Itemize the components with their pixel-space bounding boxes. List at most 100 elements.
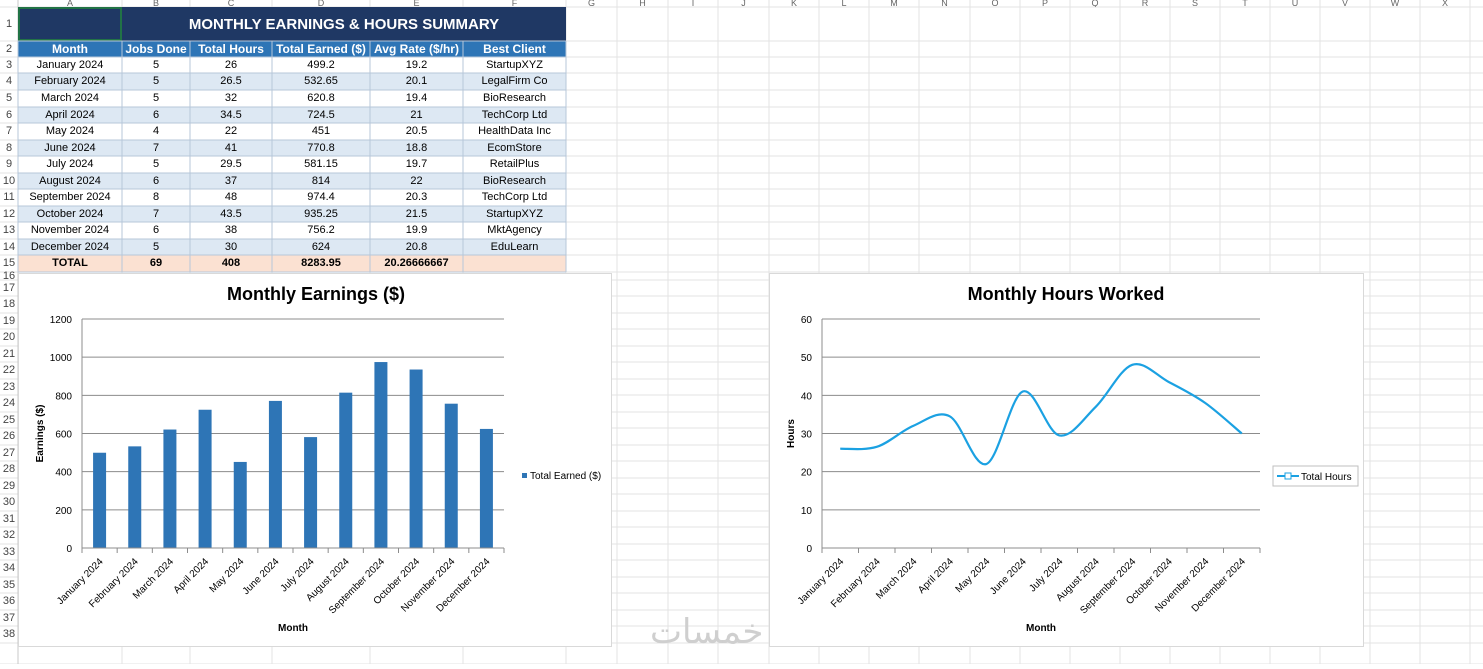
column-header-e[interactable]: E: [370, 0, 463, 7]
total-cell[interactable]: TOTAL: [18, 255, 122, 272]
selected-cell[interactable]: [18, 7, 122, 41]
table-cell[interactable]: 37: [190, 173, 272, 189]
table-cell[interactable]: 7: [122, 206, 190, 222]
table-cell[interactable]: TechCorp Ltd: [463, 107, 566, 123]
column-header-n[interactable]: N: [919, 0, 970, 7]
column-header-d[interactable]: D: [272, 0, 370, 7]
table-cell[interactable]: 8: [122, 189, 190, 206]
table-cell[interactable]: 935.25: [272, 206, 370, 222]
row-header-16[interactable]: 16: [0, 272, 18, 280]
row-header-4[interactable]: 4: [0, 73, 18, 90]
column-header-r[interactable]: R: [1120, 0, 1170, 7]
row-header-18[interactable]: 18: [0, 296, 18, 313]
table-cell[interactable]: 581.15: [272, 156, 370, 173]
table-cell[interactable]: 19.4: [370, 90, 463, 107]
table-cell[interactable]: LegalFirm Co: [463, 73, 566, 90]
row-header-21[interactable]: 21: [0, 346, 18, 362]
row-header-6[interactable]: 6: [0, 107, 18, 123]
row-header-22[interactable]: 22: [0, 362, 18, 379]
table-cell[interactable]: MktAgency: [463, 222, 566, 239]
column-header-u[interactable]: U: [1270, 0, 1320, 7]
column-header-c[interactable]: C: [190, 0, 272, 7]
row-header-25[interactable]: 25: [0, 412, 18, 428]
row-header-14[interactable]: 14: [0, 239, 18, 255]
table-cell[interactable]: TechCorp Ltd: [463, 189, 566, 206]
row-header-10[interactable]: 10: [0, 173, 18, 189]
table-cell[interactable]: 19.7: [370, 156, 463, 173]
row-header-34[interactable]: 34: [0, 560, 18, 577]
column-header-g[interactable]: G: [566, 0, 617, 7]
header-cell[interactable]: Month: [18, 41, 122, 57]
table-cell[interactable]: 7: [122, 140, 190, 156]
total-cell[interactable]: 20.26666667: [370, 255, 463, 272]
column-header-i[interactable]: I: [668, 0, 718, 7]
row-header-24[interactable]: 24: [0, 395, 18, 412]
table-cell[interactable]: 5: [122, 156, 190, 173]
table-cell[interactable]: May 2024: [18, 123, 122, 140]
header-cell[interactable]: Avg Rate ($/hr): [370, 41, 463, 57]
table-cell[interactable]: December 2024: [18, 239, 122, 255]
table-cell[interactable]: 21.5: [370, 206, 463, 222]
table-cell[interactable]: 21: [370, 107, 463, 123]
column-header-w[interactable]: W: [1370, 0, 1420, 7]
table-cell[interactable]: 6: [122, 173, 190, 189]
table-cell[interactable]: August 2024: [18, 173, 122, 189]
row-header-11[interactable]: 11: [0, 189, 18, 206]
row-header-23[interactable]: 23: [0, 379, 18, 395]
row-header-37[interactable]: 37: [0, 610, 18, 626]
table-cell[interactable]: October 2024: [18, 206, 122, 222]
table-cell[interactable]: 4: [122, 123, 190, 140]
table-cell[interactable]: April 2024: [18, 107, 122, 123]
table-cell[interactable]: HealthData Inc: [463, 123, 566, 140]
table-cell[interactable]: 48: [190, 189, 272, 206]
row-header-31[interactable]: 31: [0, 511, 18, 527]
column-header-m[interactable]: M: [869, 0, 919, 7]
table-cell[interactable]: 499.2: [272, 57, 370, 73]
row-header-38[interactable]: 38: [0, 626, 18, 643]
table-cell[interactable]: 974.4: [272, 189, 370, 206]
row-header-35[interactable]: 35: [0, 577, 18, 593]
table-cell[interactable]: 5: [122, 239, 190, 255]
row-header-12[interactable]: 12: [0, 206, 18, 222]
table-cell[interactable]: 20.1: [370, 73, 463, 90]
table-cell[interactable]: 26.5: [190, 73, 272, 90]
header-cell[interactable]: Total Hours: [190, 41, 272, 57]
table-cell[interactable]: 5: [122, 73, 190, 90]
table-cell[interactable]: 19.9: [370, 222, 463, 239]
table-cell[interactable]: 6: [122, 222, 190, 239]
column-header-h[interactable]: H: [617, 0, 668, 7]
row-header-28[interactable]: 28: [0, 461, 18, 478]
table-title[interactable]: MONTHLY EARNINGS & HOURS SUMMARY: [122, 7, 566, 41]
row-header-29[interactable]: 29: [0, 478, 18, 494]
row-header-33[interactable]: 33: [0, 544, 18, 560]
column-header-b[interactable]: B: [122, 0, 190, 7]
header-cell[interactable]: Jobs Done: [122, 41, 190, 57]
table-cell[interactable]: 34.5: [190, 107, 272, 123]
column-header-q[interactable]: Q: [1070, 0, 1120, 7]
column-header-f[interactable]: F: [463, 0, 566, 7]
table-cell[interactable]: 43.5: [190, 206, 272, 222]
table-cell[interactable]: 30: [190, 239, 272, 255]
row-header-9[interactable]: 9: [0, 156, 18, 173]
table-cell[interactable]: 29.5: [190, 156, 272, 173]
row-header-5[interactable]: 5: [0, 90, 18, 107]
table-cell[interactable]: 6: [122, 107, 190, 123]
row-header-19[interactable]: 19: [0, 313, 18, 329]
row-header-2[interactable]: 2: [0, 41, 18, 57]
table-cell[interactable]: StartupXYZ: [463, 206, 566, 222]
table-cell[interactable]: 26: [190, 57, 272, 73]
table-cell[interactable]: June 2024: [18, 140, 122, 156]
table-cell[interactable]: 5: [122, 90, 190, 107]
table-cell[interactable]: 20.3: [370, 189, 463, 206]
table-cell[interactable]: 532.65: [272, 73, 370, 90]
table-cell[interactable]: 19.2: [370, 57, 463, 73]
table-cell[interactable]: 770.8: [272, 140, 370, 156]
header-cell[interactable]: Total Earned ($): [272, 41, 370, 57]
table-cell[interactable]: 38: [190, 222, 272, 239]
table-cell[interactable]: 18.8: [370, 140, 463, 156]
table-cell[interactable]: 624: [272, 239, 370, 255]
table-cell[interactable]: January 2024: [18, 57, 122, 73]
row-header-32[interactable]: 32: [0, 527, 18, 544]
row-header-20[interactable]: 20: [0, 329, 18, 346]
